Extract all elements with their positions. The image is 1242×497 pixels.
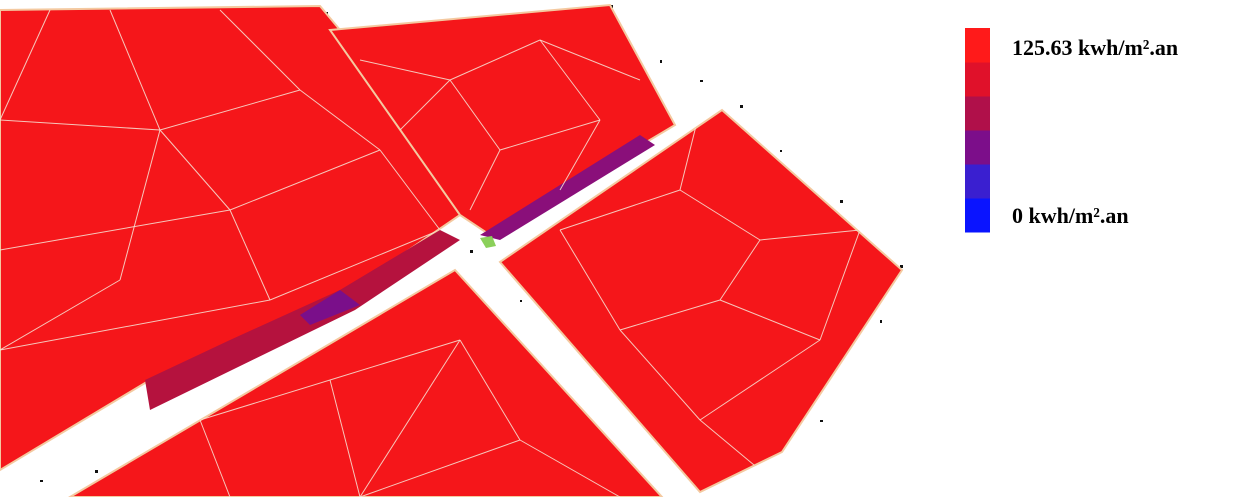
mesh <box>0 9 441 351</box>
legend-max-label: 125.63 kwh/m².an <box>1012 35 1178 60</box>
mesh <box>359 39 641 211</box>
legend-band <box>965 28 990 63</box>
legend-band <box>965 198 990 233</box>
mesh <box>199 339 621 497</box>
mesh <box>559 110 861 471</box>
legend-min-label: 0 kwh/m².an <box>1012 203 1129 228</box>
roof <box>498 108 904 494</box>
legend-band <box>965 96 990 131</box>
legend: 125.63 kwh/m².an 0 kwh/m².an <box>965 28 1178 233</box>
roof <box>68 268 664 497</box>
marker <box>480 236 496 248</box>
roof-edge-shade <box>145 230 460 410</box>
roof-edge-shade <box>480 135 655 240</box>
roof-edge-shade <box>300 290 360 325</box>
legend-band <box>965 130 990 165</box>
legend-band <box>965 164 990 199</box>
legend-band <box>965 62 990 97</box>
